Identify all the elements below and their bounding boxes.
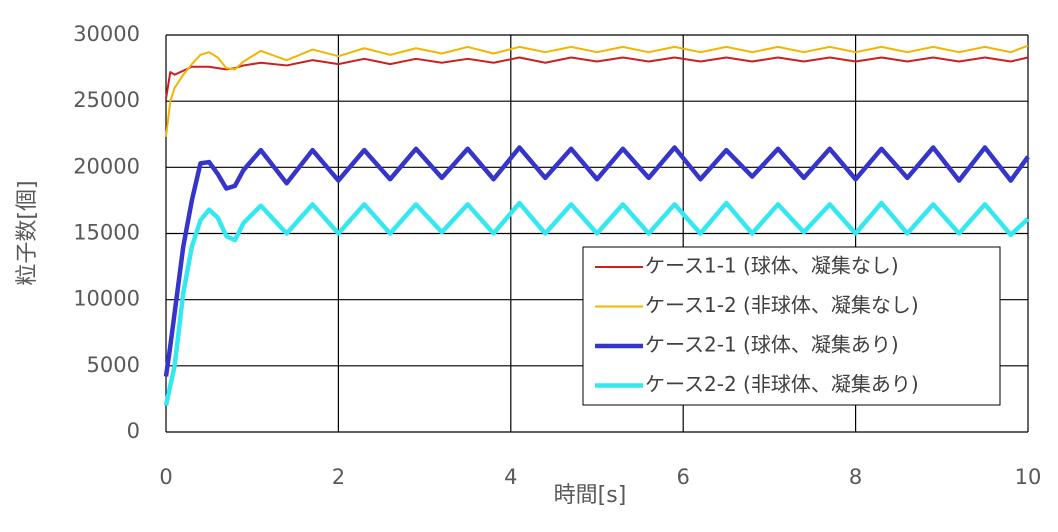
legend-box <box>582 246 1001 406</box>
legend-label: ケース2-1 (球体、凝集あり) <box>645 333 899 357</box>
y-tick-label: 20000 <box>73 154 140 178</box>
x-tick-label: 6 <box>677 465 690 489</box>
series-line <box>163 200 1030 407</box>
legend-label: ケース1-1 (球体、凝集なし) <box>645 254 899 278</box>
x-axis-title: 時間[s] <box>554 483 627 508</box>
x-tick-label: 2 <box>332 465 345 489</box>
x-tick-label: 4 <box>504 465 517 489</box>
y-tick-label: 15000 <box>73 221 140 245</box>
series-line <box>165 56 1029 99</box>
y-axis-title: 粒子数[個] <box>15 180 40 285</box>
y-tick-label: 10000 <box>73 287 140 311</box>
x-tick-label: 0 <box>159 465 172 489</box>
series-line <box>163 145 1030 377</box>
x-tick-label: 10 <box>1015 465 1042 489</box>
legend-label: ケース2-2 (非球体、凝集あり) <box>645 372 919 396</box>
series-line <box>165 44 1029 138</box>
x-tick-label: 8 <box>849 465 862 489</box>
legend-label: ケース1-2 (非球体、凝集なし) <box>645 293 919 317</box>
y-tick-label: 5000 <box>87 353 140 377</box>
y-tick-label: 0 <box>127 419 140 443</box>
y-tick-label: 30000 <box>73 22 140 46</box>
y-tick-label: 25000 <box>73 88 140 112</box>
